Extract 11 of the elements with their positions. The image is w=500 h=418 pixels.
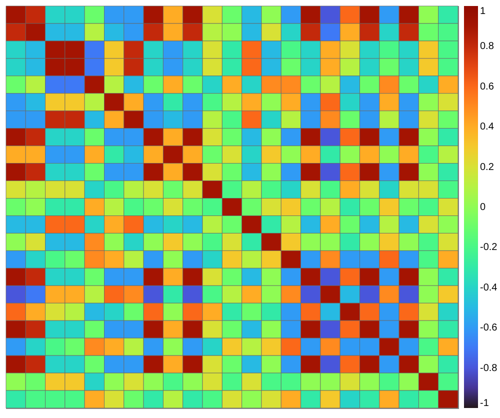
color-bar-label: -0.8 [480,362,498,374]
color-bar-label: -0.4 [480,282,498,294]
color-bar-label: -1 [480,398,490,409]
color-bar-label: 0.4 [480,122,494,133]
color-bar-label: 0.6 [480,81,494,92]
color-bar-label: -0.2 [480,242,498,254]
color-bar-label: 0.8 [480,41,494,52]
color-bar-label: 0 [480,202,486,213]
color-bar-label: 0.2 [480,162,494,173]
color-bar-label: 1 [480,6,486,17]
color-bar-label: -0.6 [480,322,498,334]
